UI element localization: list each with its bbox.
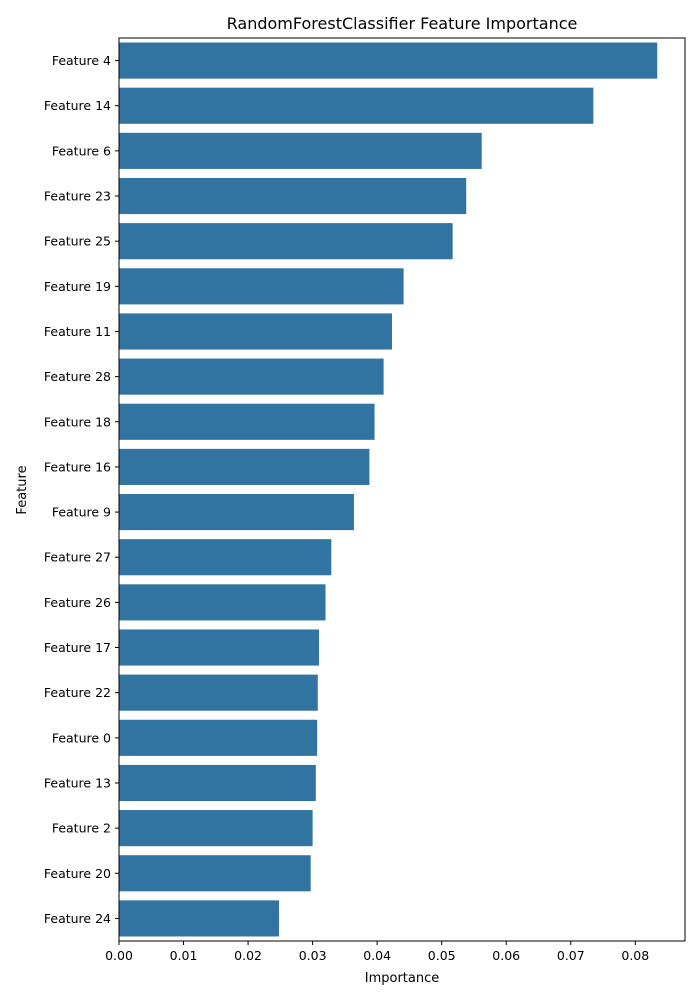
y-tick-label: Feature 28 [44, 369, 111, 384]
bar [119, 855, 311, 892]
y-tick-label: Feature 14 [44, 98, 111, 113]
x-axis-label: Importance [365, 971, 440, 986]
x-tick-label: 0.05 [428, 948, 456, 963]
bar [119, 810, 313, 847]
bar [119, 448, 370, 485]
y-tick-label: Feature 4 [52, 53, 111, 68]
bars-layer [119, 42, 658, 937]
bar [119, 719, 318, 756]
y-tick-label: Feature 25 [44, 234, 111, 249]
y-tick-label: Feature 20 [44, 866, 111, 881]
bar [119, 268, 404, 305]
y-tick-label: Feature 26 [44, 595, 111, 610]
x-tick-label: 0.07 [557, 948, 585, 963]
chart-title: RandomForestClassifier Feature Importanc… [227, 14, 578, 33]
x-tick-label: 0.00 [105, 948, 133, 963]
bar [119, 674, 318, 711]
y-tick-label: Feature 18 [44, 414, 111, 429]
y-tick-label: Feature 13 [44, 775, 111, 790]
x-tick-label: 0.04 [363, 948, 391, 963]
bar [119, 403, 375, 440]
y-tick-label: Feature 27 [44, 550, 111, 565]
axes-frame [118, 37, 686, 942]
x-tick-label: 0.01 [170, 948, 198, 963]
y-tick-label: Feature 22 [44, 685, 111, 700]
y-axis-ticks: Feature 4 Feature 14 Feature 6 Feature 23 Fe… [44, 53, 119, 926]
bar [119, 42, 658, 79]
x-tick-label: 0.08 [621, 948, 649, 963]
bar [119, 764, 316, 802]
bar [119, 539, 332, 576]
y-tick-label: Feature 6 [52, 143, 111, 158]
y-tick-label: Feature 23 [44, 189, 111, 204]
bar [119, 900, 280, 937]
bar [119, 358, 384, 395]
bar [119, 223, 453, 260]
y-tick-label: Feature 24 [44, 911, 111, 926]
plot-frame [118, 37, 686, 942]
x-tick-label: 0.02 [234, 948, 262, 963]
bar [119, 132, 482, 169]
bar [119, 584, 326, 621]
y-tick-label: Feature 0 [52, 730, 111, 745]
x-tick-label: 0.03 [299, 948, 327, 963]
bar [119, 87, 594, 124]
y-tick-label: Feature 17 [44, 640, 111, 655]
bar [119, 313, 392, 350]
bar [119, 494, 354, 531]
x-axis-ticks: 0.00 0.01 0.02 0.03 0.04 0.05 0.06 0.07 0.08 [105, 941, 649, 963]
bar [119, 177, 467, 215]
y-tick-label: Feature 11 [44, 324, 111, 339]
y-axis-label: Feature [15, 465, 30, 514]
y-tick-label: Feature 16 [44, 459, 111, 474]
y-tick-label: Feature 2 [52, 821, 111, 836]
bar [119, 629, 320, 666]
y-tick-label: Feature 19 [44, 279, 111, 294]
x-tick-label: 0.06 [492, 948, 520, 963]
y-tick-label: Feature 9 [52, 505, 111, 520]
